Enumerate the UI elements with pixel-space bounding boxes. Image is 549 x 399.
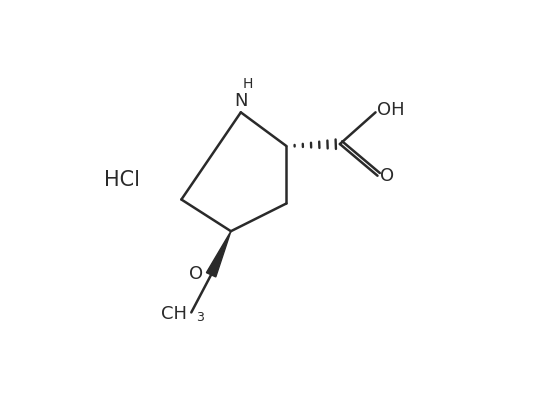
- Text: CH: CH: [160, 305, 187, 324]
- Text: O: O: [380, 167, 395, 185]
- Text: HCl: HCl: [104, 170, 140, 190]
- Text: OH: OH: [377, 101, 405, 119]
- Text: H: H: [243, 77, 253, 91]
- Polygon shape: [206, 231, 231, 277]
- Text: N: N: [234, 92, 248, 111]
- Text: 3: 3: [196, 311, 204, 324]
- Text: O: O: [189, 265, 203, 283]
